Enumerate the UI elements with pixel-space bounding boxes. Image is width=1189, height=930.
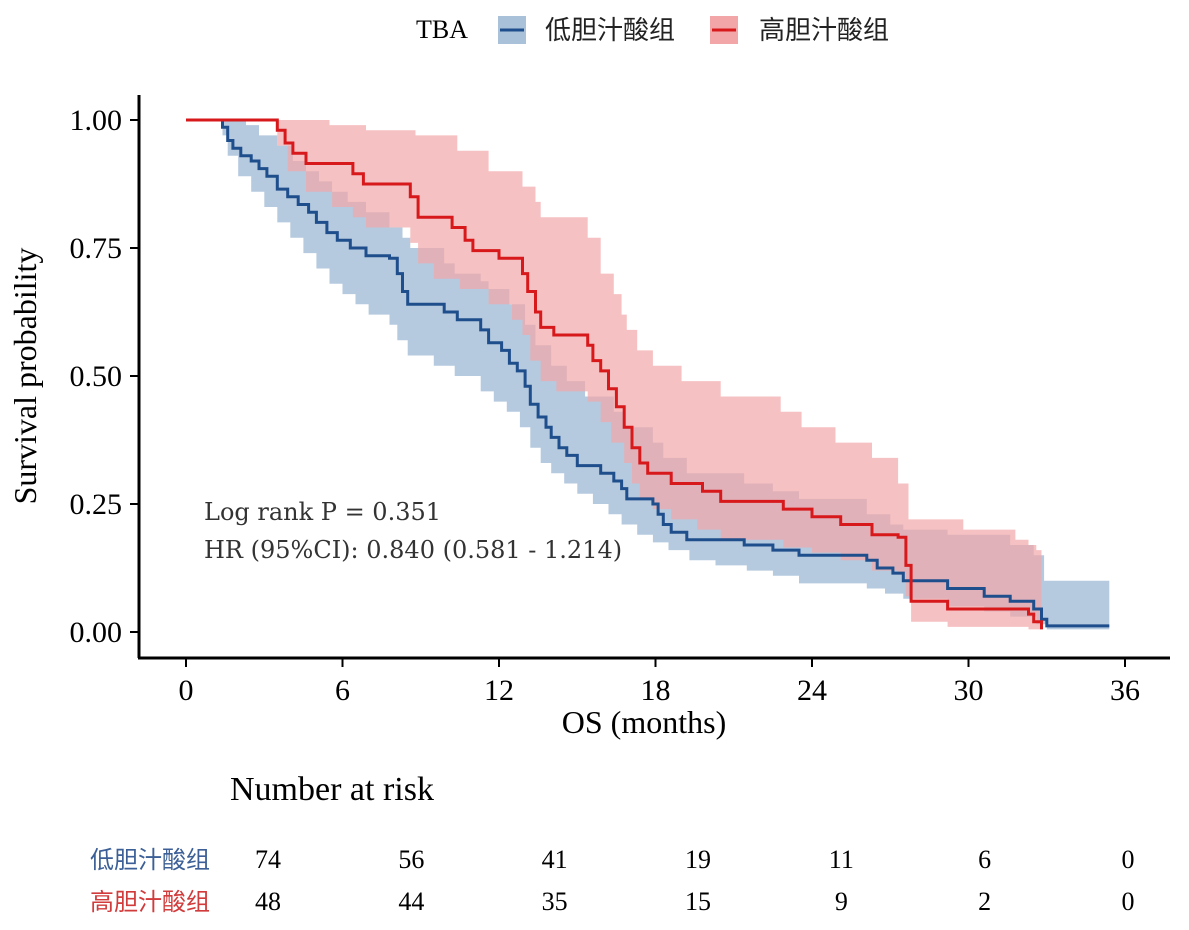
risk-count: 6 (978, 845, 991, 874)
risk-count: 19 (685, 845, 711, 874)
x-tick-label: 0 (179, 674, 194, 707)
risk-count: 0 (1122, 845, 1135, 874)
y-tick-label: 0.50 (70, 360, 123, 393)
risk-rows: 低胆汁酸组 74 56 41 19 11 6 0 高胆汁酸组 48 44 35 15 9 2 0 (90, 845, 1135, 916)
y-tick-label: 0.25 (70, 488, 123, 521)
legend: TBA 低胆汁酸组 高胆汁酸组 (416, 15, 889, 46)
legend-label-high: 高胆汁酸组 (759, 16, 889, 46)
risk-count: 44 (398, 887, 424, 916)
risk-count: 35 (542, 887, 568, 916)
risk-table-title: Number at risk (230, 771, 434, 808)
risk-count: 48 (255, 887, 281, 916)
risk-count: 11 (829, 845, 854, 874)
y-tick-label: 1.00 (70, 104, 123, 137)
risk-table: Number at risk 低胆汁酸组 74 56 41 19 11 6 0 高胆汁酸组 48 4… (90, 771, 1135, 916)
risk-count: 15 (685, 887, 711, 916)
x-axis-title: OS (months) (562, 704, 726, 740)
x-tick-label: 6 (335, 674, 350, 707)
x-tick-label: 18 (641, 674, 671, 707)
risk-count: 74 (255, 845, 281, 874)
risk-count: 0 (1122, 887, 1135, 916)
risk-row-low: 低胆汁酸组 74 56 41 19 11 6 0 (90, 845, 1135, 874)
legend-title: TBA (416, 15, 468, 44)
x-tick-label: 36 (1110, 674, 1140, 707)
risk-row-high: 高胆汁酸组 48 44 35 15 9 2 0 (90, 887, 1135, 916)
plot-area (186, 118, 1110, 632)
x-ticks: 0 6 12 18 24 30 36 (179, 658, 1140, 707)
risk-row-label: 低胆汁酸组 (90, 846, 210, 874)
logrank-annotation: Log rank P = 0.351 (204, 498, 441, 526)
x-tick-label: 24 (797, 674, 827, 707)
risk-row-label: 高胆汁酸组 (90, 888, 210, 916)
legend-label-low: 低胆汁酸组 (545, 16, 675, 46)
risk-count: 2 (978, 887, 991, 916)
y-tick-label: 0.00 (70, 616, 123, 649)
risk-count: 56 (398, 845, 424, 874)
axes: 0.00 0.25 0.50 0.75 1.00 0 6 12 18 24 30 36 Surviv… (7, 95, 1170, 740)
x-tick-label: 12 (484, 674, 514, 707)
risk-count: 9 (835, 887, 848, 916)
survival-curve-high (186, 118, 1043, 630)
hr-annotation: HR (95%CI): 0.840 (0.581 - 1.214) (204, 536, 622, 564)
y-ticks: 0.00 0.25 0.50 0.75 1.00 (70, 104, 139, 649)
risk-count: 41 (542, 845, 568, 874)
survival-curve-low (186, 118, 1110, 628)
y-tick-label: 0.75 (70, 232, 123, 265)
y-axis-title: Survival probability (7, 248, 43, 505)
x-tick-label: 30 (954, 674, 984, 707)
ci-band-high (186, 120, 1042, 632)
